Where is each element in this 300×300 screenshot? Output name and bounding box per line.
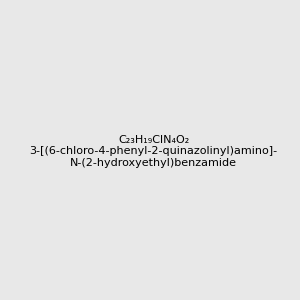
Text: C₂₃H₁₉ClN₄O₂
3-[(6-chloro-4-phenyl-2-quinazolinyl)amino]-
N-(2-hydroxyethyl)benz: C₂₃H₁₉ClN₄O₂ 3-[(6-chloro-4-phenyl-2-qui… bbox=[30, 135, 278, 168]
